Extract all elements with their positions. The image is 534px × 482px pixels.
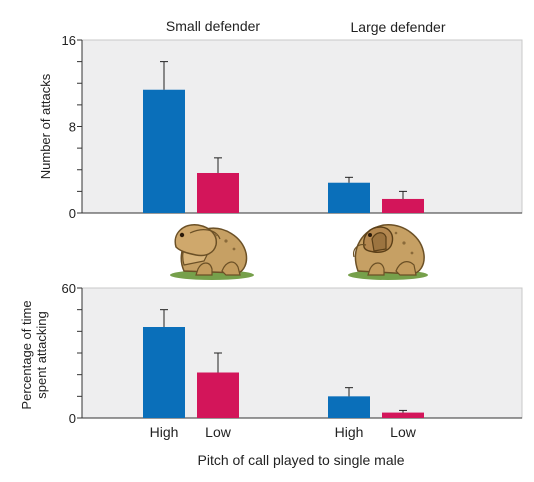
top-bar-small-defender-low xyxy=(197,172,239,213)
bottom-y-axis-label: Percentage of timespent attacking xyxy=(19,300,49,409)
top-bar-large-defender-low xyxy=(382,198,424,213)
bottom-y-tick-label: 60 xyxy=(62,281,76,296)
category-label-high: High xyxy=(335,424,364,440)
percentage-time-chart: 0 60 Percentage of timespent attacking High… xyxy=(19,281,523,440)
x-axis-label: Pitch of call played to single male xyxy=(198,452,405,468)
frog-pair-small-defender-illustration xyxy=(170,224,254,280)
top-y-tick-label: 16 xyxy=(62,33,76,48)
bottom-y-axis-label-line: spent attacking xyxy=(34,311,49,398)
attacks-chart: 0 8 16 Number of attacks xyxy=(38,33,523,221)
top-bar-small-defender-high xyxy=(143,89,185,213)
top-y-axis-label: Number of attacks xyxy=(38,73,53,179)
frog-pair-large-defender-illustration xyxy=(348,224,428,280)
bottom-bar-large-defender-high xyxy=(328,396,370,418)
top-y-tick-label: 0 xyxy=(69,206,76,221)
top-y-tick-label: 8 xyxy=(69,120,76,135)
bottom-y-axis-label-line: Percentage of time xyxy=(19,300,34,409)
category-label-low: Low xyxy=(205,424,232,440)
group-labels: Small defender Large defender xyxy=(166,18,446,35)
category-label-low: Low xyxy=(390,424,417,440)
top-bar-large-defender-high xyxy=(328,182,370,213)
bottom-y-tick-label: 0 xyxy=(69,411,76,426)
bottom-bar-large-defender-low xyxy=(382,412,424,418)
group-label-small-defender: Small defender xyxy=(166,18,261,34)
bottom-bar-small-defender-low xyxy=(197,372,239,418)
frog-illustrations xyxy=(170,224,428,280)
category-label-high: High xyxy=(150,424,179,440)
bottom-bar-small-defender-high xyxy=(143,327,185,418)
group-label-large-defender: Large defender xyxy=(351,19,446,35)
